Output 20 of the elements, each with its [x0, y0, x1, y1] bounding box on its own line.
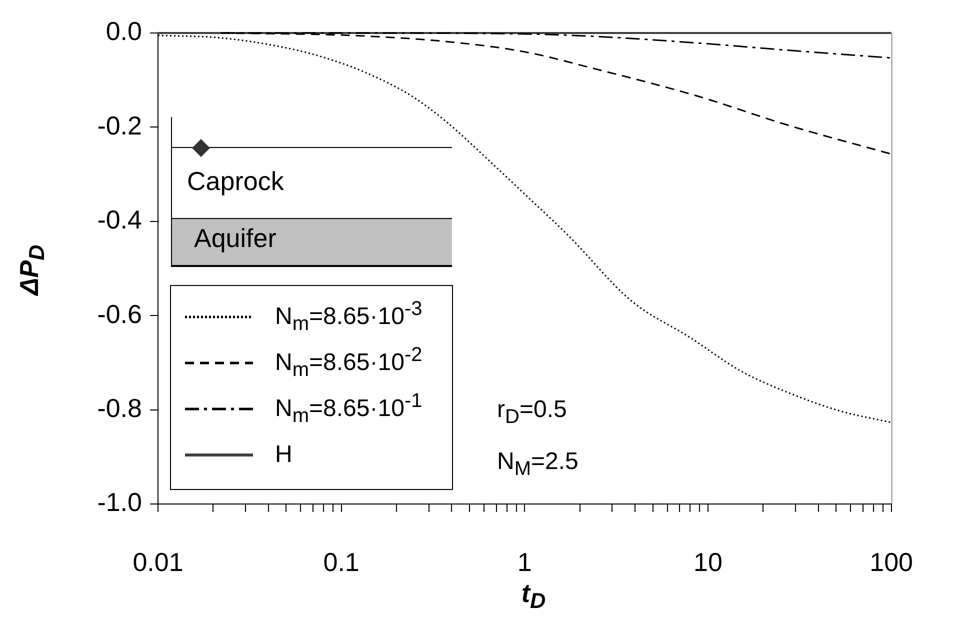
- annotation: N$_{M}$=2.5: [497, 448, 578, 481]
- annotation: r$_{D}$=0.5: [497, 396, 567, 429]
- x-tick-label: 1: [517, 546, 532, 577]
- legend-label: H: [275, 441, 292, 469]
- x-tick-label: 0.1: [323, 546, 360, 577]
- y-tick-label: -0.2: [97, 110, 142, 140]
- annotation: Aquifer: [194, 223, 276, 254]
- x-tick-label: 100: [870, 546, 914, 577]
- x-tick-label: 10: [694, 546, 722, 577]
- y-tick-label: 0.0: [106, 16, 142, 46]
- y-tick-label: -1.0: [97, 487, 142, 518]
- x-axis-title: t$_{D}$: [520, 578, 547, 614]
- y-tick-label: -0.6: [97, 298, 142, 329]
- legend-label: N$_{m}$=8.65·10$^{-3}$: [275, 298, 422, 336]
- legend-label: N$_{m}$=8.65·10$^{-1}$: [275, 390, 422, 428]
- x-tick-label: 0.01: [132, 546, 184, 577]
- y-tick-label: -0.4: [97, 204, 142, 235]
- y-tick-label: -0.8: [97, 392, 142, 423]
- legend-label: N$_{m}$=8.65·10$^{-2}$: [275, 344, 422, 382]
- annotation: Caprock: [187, 166, 284, 198]
